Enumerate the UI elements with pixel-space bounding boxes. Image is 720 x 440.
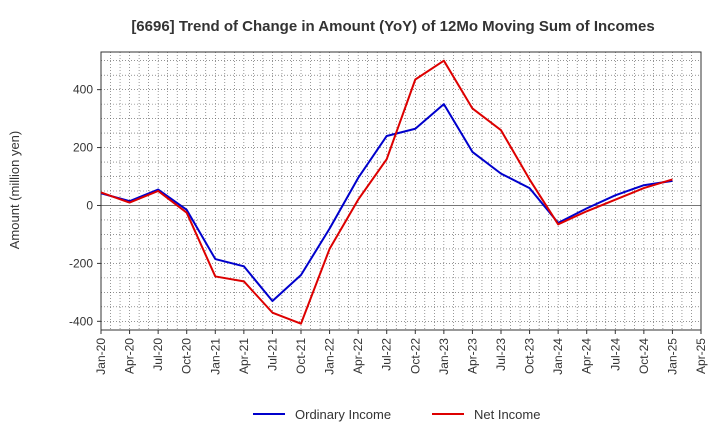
x-tick-label: Jul-20 <box>151 338 165 371</box>
x-tick-label: Oct-20 <box>180 338 194 374</box>
x-tick-label: Apr-22 <box>351 338 365 374</box>
legend-label-ordinary-income: Ordinary Income <box>295 407 391 422</box>
y-tick-label: 200 <box>73 141 93 155</box>
x-tick-label: Oct-21 <box>294 338 308 374</box>
plot-area <box>100 51 702 331</box>
x-tick-label: Apr-20 <box>123 338 137 374</box>
x-tick-label: Apr-25 <box>694 338 708 374</box>
x-tick-label: Jul-21 <box>265 338 279 371</box>
x-tick-label: Oct-22 <box>408 338 422 374</box>
legend: Ordinary Income Net Income <box>253 407 540 422</box>
chart-title: [6696] Trend of Change in Amount (YoY) o… <box>131 18 654 35</box>
x-tick-label: Jan-25 <box>665 338 679 375</box>
plot-border <box>100 51 702 331</box>
y-tick-label: 0 <box>86 198 93 212</box>
x-tick-label: Jan-23 <box>437 338 451 375</box>
x-tick-label: Jan-22 <box>323 338 337 375</box>
x-axis-ticks: Jan-20 Apr-20 Jul-20 Oct-20 Jan-21 Apr-21 Jul-… <box>94 330 708 375</box>
y-axis-ticks: -400 -200 0 200 400 <box>69 83 101 328</box>
x-tick-label: Jan-20 <box>94 338 108 375</box>
x-tick-label: Oct-23 <box>523 338 537 374</box>
x-tick-label: Apr-21 <box>237 338 251 374</box>
y-tick-label: -200 <box>69 256 93 270</box>
x-tick-label: Jul-22 <box>380 338 394 371</box>
x-tick-label: Jul-23 <box>494 338 508 371</box>
x-tick-label: Jan-24 <box>551 338 565 375</box>
series-line-net-income <box>100 59 673 325</box>
y-tick-label: 400 <box>73 83 93 97</box>
grid <box>100 52 702 330</box>
x-tick-label: Jul-24 <box>608 338 622 371</box>
legend-label-net-income: Net Income <box>474 407 540 422</box>
y-axis-label: Amount (million yen) <box>7 131 22 250</box>
series-layer <box>100 59 673 325</box>
x-tick-label: Apr-23 <box>465 338 479 374</box>
series-line-ordinary-income <box>100 103 673 303</box>
x-tick-label: Jan-21 <box>208 338 222 375</box>
x-tick-label: Apr-24 <box>580 338 594 374</box>
y-tick-label: -400 <box>69 314 93 328</box>
x-tick-label: Oct-24 <box>637 338 651 374</box>
